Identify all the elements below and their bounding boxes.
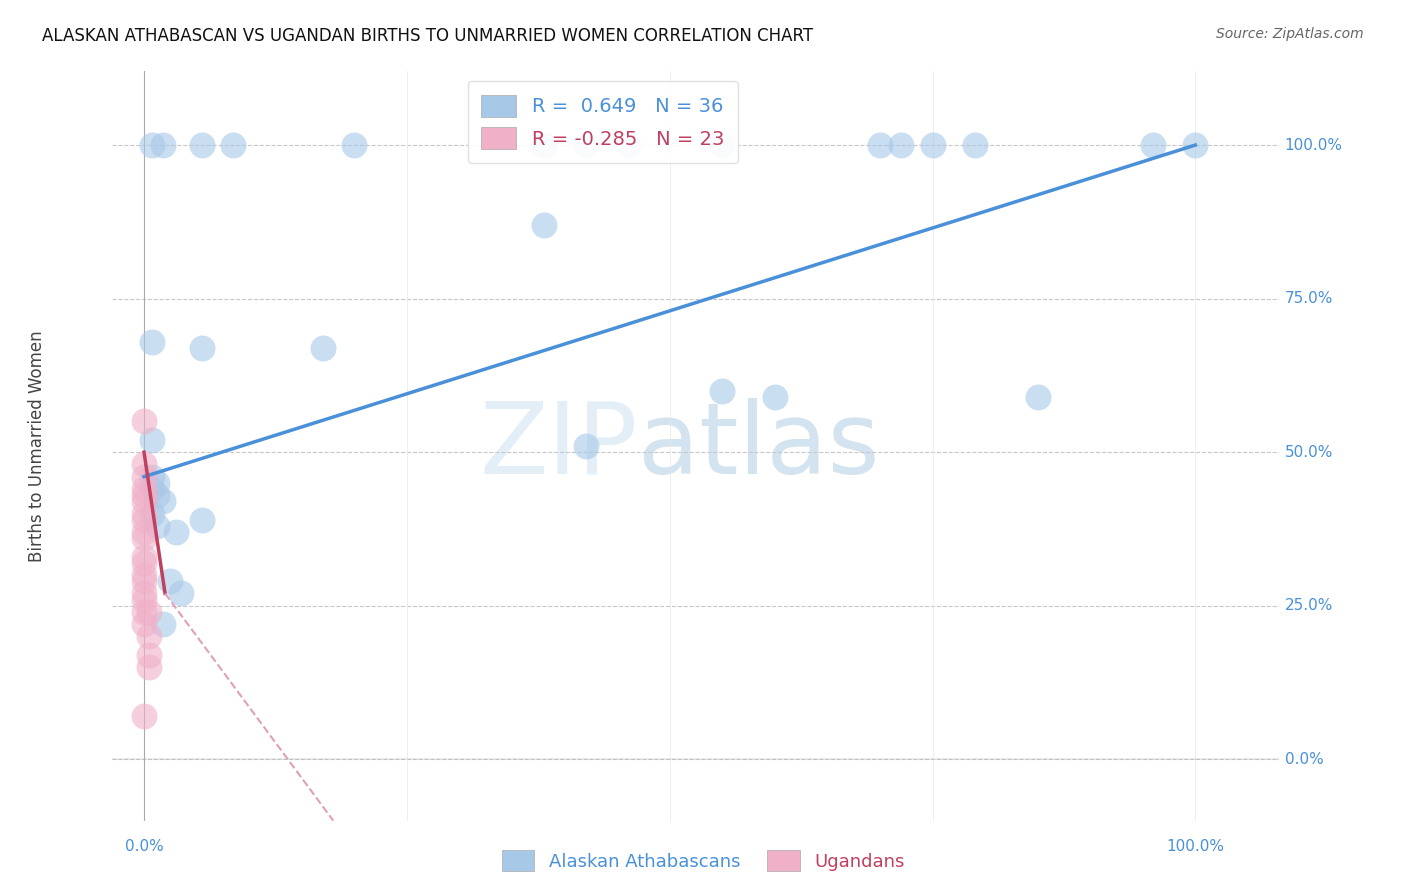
Point	[132, 513, 155, 527]
Point	[869, 138, 891, 153]
Point	[312, 341, 335, 355]
Point	[574, 439, 596, 453]
Point	[222, 138, 245, 153]
Point	[138, 629, 160, 643]
Point	[141, 507, 163, 521]
Text: atlas: atlas	[638, 398, 879, 494]
Point	[132, 568, 155, 582]
Text: 50.0%: 50.0%	[1285, 444, 1333, 459]
Point	[132, 458, 155, 472]
Point	[152, 617, 174, 632]
Point	[159, 574, 181, 588]
Point	[132, 414, 155, 428]
Point	[132, 494, 155, 508]
Point	[138, 648, 160, 662]
Point	[132, 531, 155, 545]
Point	[191, 138, 214, 153]
Point	[141, 433, 163, 447]
Point	[145, 475, 167, 490]
Text: 25.0%: 25.0%	[1285, 599, 1333, 613]
Point	[191, 341, 214, 355]
Point	[132, 586, 155, 600]
Point	[170, 586, 193, 600]
Point	[165, 524, 187, 539]
Text: 0.0%: 0.0%	[125, 839, 163, 854]
Point	[141, 138, 163, 153]
Point	[574, 138, 596, 153]
Point	[343, 138, 366, 153]
Point	[1142, 138, 1164, 153]
Point	[141, 334, 163, 349]
Point	[132, 592, 155, 607]
Point	[141, 482, 163, 496]
Point	[921, 138, 943, 153]
Point	[963, 138, 986, 153]
Point	[763, 390, 786, 404]
Text: 100.0%: 100.0%	[1285, 137, 1343, 153]
Point	[132, 488, 155, 502]
Point	[132, 709, 155, 723]
Point	[132, 605, 155, 619]
Point	[132, 556, 155, 570]
Point	[191, 513, 214, 527]
Text: ZIP: ZIP	[479, 398, 638, 494]
Point	[616, 138, 638, 153]
Point	[152, 494, 174, 508]
Point	[533, 218, 555, 232]
Legend: Alaskan Athabascans, Ugandans: Alaskan Athabascans, Ugandans	[495, 843, 911, 879]
Text: 100.0%: 100.0%	[1167, 839, 1225, 854]
Point	[141, 469, 163, 483]
Point	[533, 138, 555, 153]
Point	[711, 138, 734, 153]
Text: ALASKAN ATHABASCAN VS UGANDAN BIRTHS TO UNMARRIED WOMEN CORRELATION CHART: ALASKAN ATHABASCAN VS UGANDAN BIRTHS TO …	[42, 27, 813, 45]
Point	[1026, 390, 1049, 404]
Point	[132, 482, 155, 496]
Point	[890, 138, 912, 153]
Point	[138, 605, 160, 619]
Text: Source: ZipAtlas.com: Source: ZipAtlas.com	[1216, 27, 1364, 41]
Point	[132, 617, 155, 632]
Point	[711, 384, 734, 398]
Point	[145, 519, 167, 533]
Point	[138, 660, 160, 674]
Point	[1184, 138, 1206, 153]
Text: 75.0%: 75.0%	[1285, 291, 1333, 306]
Text: Births to Unmarried Women: Births to Unmarried Women	[28, 330, 45, 562]
Point	[132, 469, 155, 483]
Point	[145, 488, 167, 502]
Point	[132, 574, 155, 588]
Point	[132, 549, 155, 564]
Point	[152, 138, 174, 153]
Text: 0.0%: 0.0%	[1285, 752, 1323, 767]
Legend: R =  0.649   N = 36, R = -0.285   N = 23: R = 0.649 N = 36, R = -0.285 N = 23	[468, 81, 738, 163]
Point	[132, 507, 155, 521]
Point	[132, 524, 155, 539]
